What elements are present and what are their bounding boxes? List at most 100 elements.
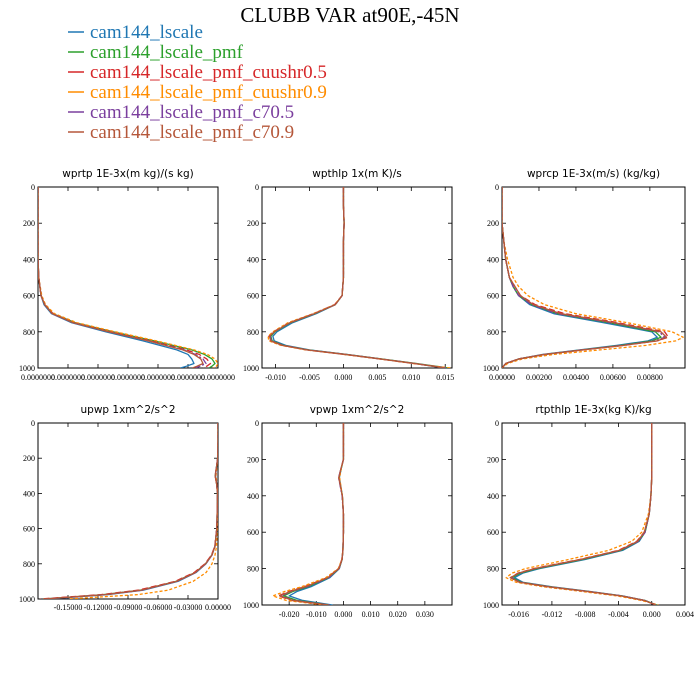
x-tick-label: 0.010	[402, 373, 420, 382]
x-tick-label: 0.000	[334, 610, 352, 619]
plot-frame-2	[501, 186, 686, 369]
plot-frame-3	[37, 422, 219, 600]
x-tick-label: -0.010	[306, 610, 327, 619]
panel-title-2: wprcp 1E-3x(m/s) (kg/kg)	[527, 168, 660, 180]
y-tick-label: 400	[487, 255, 499, 264]
y-tick-label: 0	[255, 419, 259, 428]
series-line-5	[278, 423, 345, 605]
series-line-2	[38, 187, 212, 368]
y-tick-label: 1000	[19, 595, 35, 604]
x-tick-label: 0.00000	[205, 603, 231, 612]
legend-entry-1: cam144_lscale_pmf	[90, 42, 244, 63]
y-tick-label: 200	[23, 454, 35, 463]
y-tick-label: 0	[31, 183, 35, 192]
series-line-1	[511, 423, 657, 605]
x-tick-label: 0.00000	[489, 373, 515, 382]
y-tick-label: 1000	[243, 601, 259, 610]
x-tick-label: -0.03000	[174, 603, 203, 612]
series-line-1	[42, 423, 218, 599]
series-line-4	[280, 423, 345, 605]
y-tick-label: 0	[495, 183, 499, 192]
series-line-1	[502, 187, 662, 368]
panel-title-0: wprtp 1E-3x(m kg)/(s kg)	[62, 168, 193, 180]
series-line-5	[268, 187, 445, 368]
legend-entry-3: cam144_lscale_pmf_cuushr0.9	[90, 82, 327, 103]
series-line-3	[267, 187, 451, 368]
y-tick-label: 800	[247, 328, 259, 337]
legend-entry-0: cam144_lscale	[90, 22, 203, 43]
y-tick-label: 600	[247, 528, 259, 537]
x-tick-label: 0.0000000	[51, 373, 85, 382]
y-tick-label: 600	[23, 525, 35, 534]
panel-5: rtpthlp 1E-3x(kg K)/kg02004006008001000-…	[483, 404, 694, 619]
y-tick-label: 0	[31, 419, 35, 428]
series-line-4	[269, 187, 446, 368]
plot-frame-5	[501, 422, 686, 606]
series-line-2	[277, 423, 345, 605]
y-tick-label: 200	[247, 455, 259, 464]
plot-frame-4	[261, 422, 453, 606]
legend-entry-4: cam144_lscale_pmf_c70.5	[90, 102, 294, 123]
series-line-4	[510, 423, 657, 605]
y-tick-label: 400	[247, 492, 259, 501]
series-line-0	[47, 423, 218, 599]
series-line-4	[38, 187, 207, 368]
panel-4: vpwp 1xm^2/s^2 0 200 400 600 800 1000 -0.020 -0.…	[243, 404, 453, 619]
x-tick-label: 0.00400	[563, 373, 589, 382]
x-tick-label: 0.0000000	[81, 373, 115, 382]
x-tick-label: 0.00800	[637, 373, 663, 382]
y-tick-label: 800	[487, 328, 499, 337]
y-tick-label: 600	[487, 528, 499, 537]
x-tick-label: 0.00200	[526, 373, 552, 382]
x-tick-label: -0.09000	[114, 603, 143, 612]
panel-0: wprtp 1E-3x(m kg)/(s kg) 0 200 400 600 800 100…	[19, 168, 235, 382]
x-tick-label: -0.15000	[54, 603, 83, 612]
y-tick-label: 600	[23, 292, 35, 301]
panel-2: wprcp 1E-3x(m/s) (kg/kg) 0 200 400 600 800 100…	[483, 168, 686, 382]
y-tick-label: 400	[247, 255, 259, 264]
series-line-3	[272, 423, 345, 605]
x-tick-label: 0.0000000	[111, 373, 145, 382]
x-tick-label: -0.016	[508, 610, 529, 619]
series-line-5	[509, 423, 657, 605]
x-tick-label: 0.005	[368, 373, 386, 382]
y-tick-label: 0	[255, 183, 259, 192]
figure-title: CLUBB VAR at90E,-45N	[240, 3, 459, 27]
panels: wprtp 1E-3x(m kg)/(s kg) 0 200 400 600 800 100…	[19, 168, 694, 619]
x-tick-label: -0.020	[279, 610, 300, 619]
y-tick-label: 600	[247, 292, 259, 301]
series-line-1	[38, 187, 216, 368]
series-line-0	[288, 423, 345, 605]
y-tick-label: 800	[247, 565, 259, 574]
y-tick-label: 800	[23, 328, 35, 337]
series-line-3	[505, 423, 659, 605]
y-tick-label: 800	[23, 560, 35, 569]
y-tick-label: 800	[487, 565, 499, 574]
series-line-5	[43, 423, 218, 599]
series-line-0	[272, 187, 444, 368]
series-line-2	[268, 187, 447, 368]
legend: cam144_lscalecam144_lscale_pmfcam144_lsc…	[68, 22, 327, 143]
legend-entry-2: cam144_lscale_pmf_cuushr0.5	[90, 62, 327, 83]
series-line-3	[38, 187, 218, 368]
x-tick-label: 0.020	[389, 610, 407, 619]
x-tick-label: -0.12000	[84, 603, 113, 612]
series-line-2	[509, 423, 657, 605]
y-tick-label: 1000	[19, 364, 35, 373]
x-tick-label: -0.005	[299, 373, 320, 382]
x-tick-label: 0.000	[643, 610, 661, 619]
x-tick-label: -0.012	[542, 610, 563, 619]
x-tick-label: 0.0000000	[171, 373, 205, 382]
x-tick-label: 0.004	[676, 610, 694, 619]
y-tick-label: 0	[495, 419, 499, 428]
series-line-1	[283, 423, 345, 605]
panel-title-4: vpwp 1xm^2/s^2	[310, 404, 405, 416]
x-tick-label: 0.000	[334, 373, 352, 382]
panel-3: upwp 1xm^2/s^202004006008001000-0.15000-…	[19, 404, 231, 612]
series-line-4	[502, 187, 666, 368]
plot-frame-0	[37, 186, 219, 369]
series-line-0	[502, 187, 658, 368]
x-tick-label: 0.0000000	[201, 373, 235, 382]
x-tick-label: 0.0000000	[141, 373, 175, 382]
